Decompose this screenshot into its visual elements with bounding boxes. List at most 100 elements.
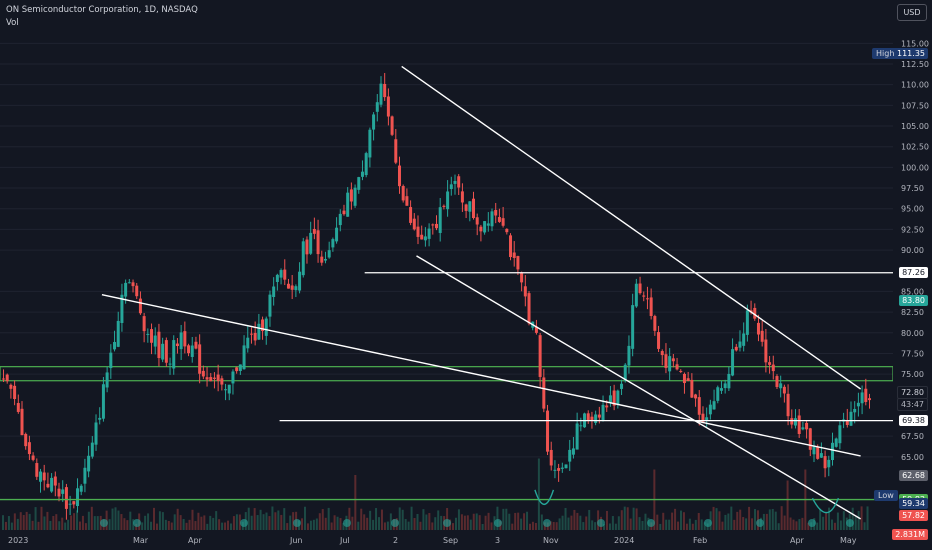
volume-bar: [721, 521, 724, 530]
volume-bar: [158, 511, 161, 530]
earnings-marker: [133, 519, 141, 527]
candle-body: [179, 332, 183, 350]
volume-bar: [58, 521, 61, 530]
candle-body: [290, 285, 294, 290]
earnings-marker: [808, 519, 816, 527]
candle-body: [679, 370, 683, 372]
candle-body: [768, 362, 772, 365]
price-tick: 100.00: [901, 163, 929, 172]
time-tick: Apr: [790, 536, 805, 545]
candle-body: [98, 417, 102, 420]
volume-bar: [688, 518, 691, 530]
volume-bar: [28, 513, 31, 530]
volume-bar: [155, 523, 158, 530]
candle-body: [375, 102, 379, 112]
volume-bar: [579, 515, 582, 530]
volume-bar: [179, 515, 182, 530]
volume-bar: [514, 512, 517, 530]
price-badge: 62.68: [899, 470, 928, 481]
low-tag: Low: [874, 490, 898, 501]
time-tick: Apr: [188, 536, 203, 545]
candle-body: [35, 463, 39, 477]
candle-body: [316, 230, 320, 255]
volume-bar: [656, 514, 659, 530]
volume-bar: [4, 521, 7, 530]
candle-body: [494, 209, 498, 216]
price-tick: 65.00: [901, 453, 924, 462]
trendlines[interactable]: [101, 65, 862, 520]
candle-body: [460, 191, 464, 203]
candle-body: [168, 363, 172, 365]
volume-bar: [529, 523, 532, 530]
volume-bar: [52, 515, 55, 530]
candle-body: [586, 413, 590, 421]
volume-bar: [691, 523, 694, 530]
volume-bar: [280, 514, 283, 530]
candle-body: [323, 259, 327, 261]
candle-body: [727, 373, 731, 389]
volume-bar: [780, 506, 783, 530]
volume-bar: [271, 506, 274, 530]
volume-bar: [718, 511, 721, 530]
volume-bar: [289, 515, 292, 530]
candle-body: [264, 318, 268, 336]
volume-bar: [232, 516, 235, 530]
candle-body: [546, 410, 550, 452]
candle-body: [712, 401, 716, 410]
volume-bar: [19, 512, 22, 530]
volume-bar: [739, 509, 742, 530]
volume-bar: [608, 523, 611, 530]
candle-body: [634, 283, 638, 307]
volume-bar: [555, 522, 558, 530]
currency-button[interactable]: USD: [897, 4, 927, 21]
volume-bar: [558, 518, 561, 530]
candle-body: [457, 176, 461, 188]
candle-body: [253, 332, 257, 341]
volume-bar: [836, 512, 839, 530]
volume-bar: [43, 516, 46, 530]
candle-body: [312, 228, 316, 234]
candle-body: [553, 469, 557, 471]
candle-body: [298, 271, 302, 291]
volume-bar: [437, 510, 440, 530]
volume-bar: [212, 517, 215, 530]
volume-bar: [641, 520, 644, 530]
volume-bar: [833, 522, 836, 530]
candles: [2, 72, 871, 520]
volume-bar: [798, 519, 801, 530]
time-tick: Jul: [339, 536, 350, 545]
volume-bar: [90, 506, 93, 530]
earnings-marker: [343, 519, 351, 527]
candle-body: [790, 418, 794, 425]
volume-bar: [173, 514, 176, 530]
volume-bar: [588, 509, 591, 530]
volume-bar: [22, 515, 25, 530]
volume-bar: [454, 517, 457, 530]
candle-body: [472, 198, 476, 219]
volume-bar: [745, 518, 748, 530]
candle-body: [183, 331, 187, 347]
time-axis[interactable]: 2023 Mar Apr Jun Jul 2 Sep 3 Nov 2024 Feb Apr May: [0, 519, 932, 550]
candle-body: [793, 418, 797, 426]
candle-body: [442, 205, 446, 207]
volume-bar: [576, 512, 579, 530]
volume-bar: [360, 508, 363, 530]
candle-body: [786, 393, 790, 417]
volume-bar: [505, 508, 508, 530]
volume-bar: [611, 516, 614, 530]
volume-bar: [561, 515, 564, 530]
volume-bar: [378, 517, 381, 530]
volume-bar: [795, 521, 798, 530]
volume-bar: [540, 514, 543, 530]
candle-body: [771, 364, 775, 372]
volume-bar: [694, 519, 697, 530]
volume-bar: [123, 518, 126, 530]
chart-title: ON Semiconductor Corporation, 1D, NASDAQ: [6, 5, 198, 15]
volume-bar: [496, 506, 499, 530]
volume-bar: [348, 507, 351, 530]
horizontal-levels[interactable]: [0, 272, 893, 501]
volume-bar: [182, 518, 185, 530]
volume-bar: [605, 510, 608, 530]
volume-bar: [357, 521, 360, 530]
